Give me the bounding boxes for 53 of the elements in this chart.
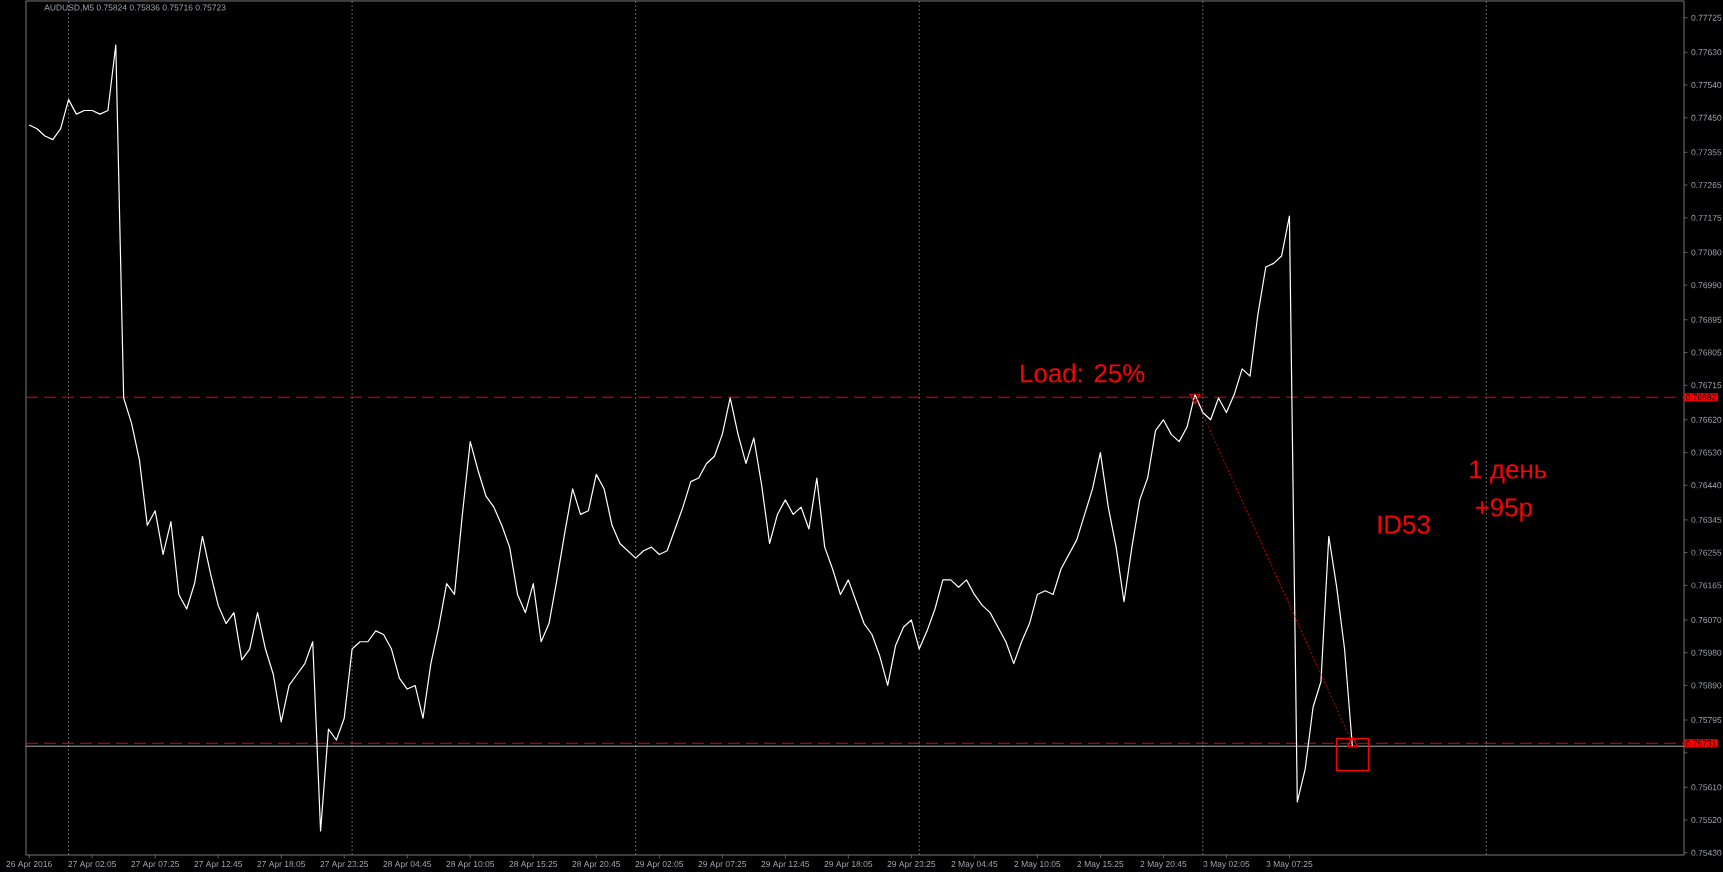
x-tick-label: 2 May 15:25 [1077, 861, 1124, 869]
y-tick-label: 0.77355 [1691, 149, 1722, 156]
y-tick-label: 0.76440 [1691, 482, 1722, 489]
x-tick-label: 27 Apr 18:05 [257, 861, 306, 869]
annotation: ID53 [1378, 515, 1430, 534]
x-tick-label: 2 May 10:05 [1014, 861, 1061, 869]
y-tick-label: 0.76255 [1691, 549, 1722, 556]
x-tick-label: 28 Apr 10:05 [446, 861, 495, 869]
y-tick-label: 0.76620 [1691, 416, 1722, 423]
y-tick-label: 0.75430 [1691, 849, 1722, 856]
y-tick-label: 0.76895 [1691, 316, 1722, 323]
x-tick-label: 28 Apr 20:45 [572, 861, 621, 869]
ref-line-label: 0.76682 [1686, 394, 1716, 401]
y-tick-label: 0.76070 [1691, 616, 1722, 623]
x-tick-label: 27 Apr 12:45 [194, 861, 243, 869]
y-tick-label: 0.75795 [1691, 717, 1722, 723]
y-tick-label: 0.75980 [1691, 649, 1722, 656]
y-tick-label: 0.76805 [1691, 349, 1722, 356]
y-tick-label: 0.77080 [1691, 249, 1722, 256]
y-tick-label: 0.76990 [1691, 282, 1722, 289]
x-tick-label: 29 Apr 23:25 [887, 861, 936, 869]
y-tick-label: 0.77175 [1691, 214, 1722, 221]
annotation: +95p [1475, 498, 1532, 522]
x-tick-label: 29 Apr 18:05 [824, 861, 873, 869]
y-tick-label: 0.77540 [1691, 82, 1722, 89]
y-tick-label: 0.76165 [1691, 582, 1722, 589]
x-tick-label: 27 Apr 02:05 [68, 861, 117, 869]
x-tick-label: 3 May 07:25 [1266, 861, 1313, 869]
y-tick-label: 0.76530 [1691, 449, 1722, 456]
x-tick-label: 26 Apr 2016 [6, 861, 52, 869]
y-tick-label: 0.77265 [1691, 182, 1722, 189]
x-tick-label: 2 May 04:45 [951, 861, 998, 869]
x-tick-label: 27 Apr 07:25 [131, 861, 180, 869]
annotation: 1 день [1470, 460, 1547, 484]
x-tick-label: 2 May 20:45 [1140, 861, 1187, 869]
y-tick-label: 0.77630 [1691, 49, 1722, 56]
x-tick-label: 29 Apr 07:25 [698, 861, 747, 869]
y-tick-label: 0.75610 [1691, 784, 1722, 791]
y-tick-label: 0.76345 [1691, 516, 1722, 523]
y-tick-label: 0.75520 [1691, 817, 1722, 824]
x-tick-label: 3 May 02:05 [1203, 861, 1250, 869]
annotation: Load: 25% [1021, 363, 1145, 383]
x-tick-label: 29 Apr 02:05 [635, 861, 684, 869]
ref-line-label: 0.75731 [1686, 740, 1716, 747]
x-tick-label: 29 Apr 12:45 [761, 861, 810, 869]
y-tick-label: 0.77450 [1691, 114, 1722, 121]
y-tick-label: 0.77725 [1691, 14, 1722, 21]
chart-title: AUDUSD,M5 0.75824 0.75836 0.75716 0.75723 [44, 4, 226, 12]
x-tick-label: 28 Apr 04:45 [383, 861, 432, 869]
x-tick-label: 28 Apr 15:25 [509, 861, 558, 869]
x-tick-label: 27 Apr 23:25 [320, 861, 369, 869]
y-tick-label: 0.75890 [1691, 682, 1722, 689]
y-tick-label: 0.76715 [1691, 382, 1722, 389]
